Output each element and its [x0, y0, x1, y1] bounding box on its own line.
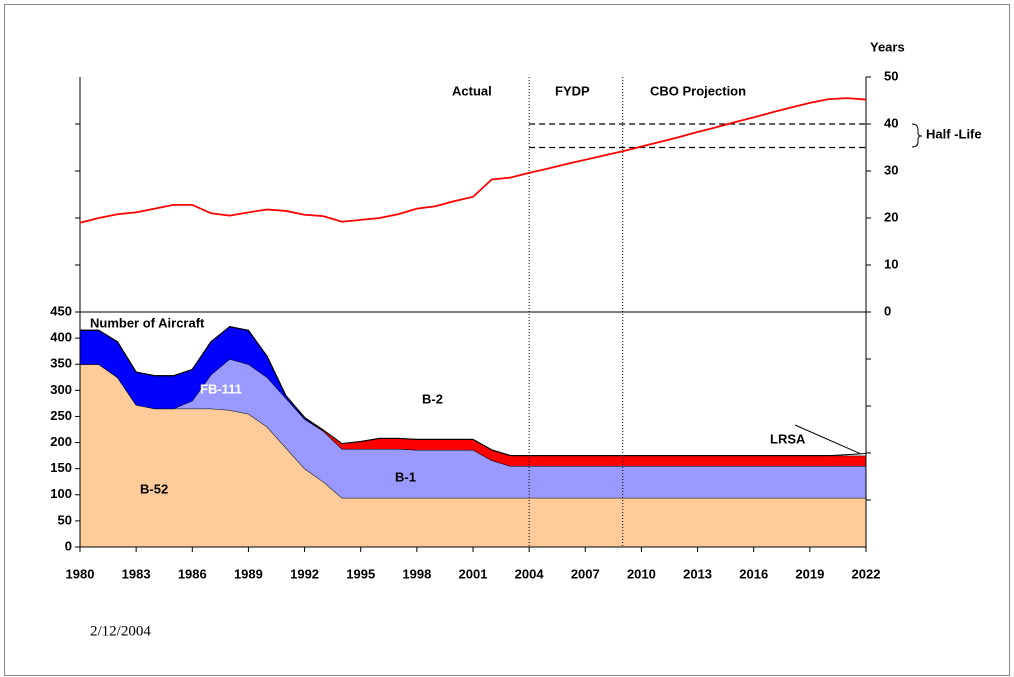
y2-tick-label: 10	[884, 256, 898, 271]
leader-line	[794, 424, 861, 454]
y2-tick-label: 30	[884, 162, 898, 177]
x-tick-label: 2013	[683, 566, 712, 581]
x-tick-label: 2019	[795, 566, 824, 581]
series-label: LRSA	[770, 431, 806, 446]
series-label: B-2	[422, 391, 443, 406]
y-tick-label: 350	[50, 356, 72, 371]
period-label: FYDP	[555, 83, 590, 98]
y2-tick-label: 50	[884, 68, 898, 83]
y-tick-label: 50	[58, 512, 72, 527]
x-tick-label: 1986	[178, 566, 207, 581]
series-label: FB-111	[200, 381, 242, 396]
y-tick-label: 300	[50, 382, 72, 397]
line	[79, 97, 867, 224]
x-tick-label: 1980	[66, 566, 95, 581]
y2-tick-label: 0	[884, 303, 891, 318]
x-tick-label: 2007	[571, 566, 600, 581]
x-tick-label: 1992	[290, 566, 319, 581]
y2-tick-label: 40	[884, 115, 898, 130]
x-tick-label: 1983	[122, 566, 151, 581]
area	[80, 359, 866, 498]
area-edge	[80, 326, 867, 457]
y-tick-label: 250	[50, 408, 72, 423]
slide-border	[4, 4, 1010, 676]
y-tick-label: 400	[50, 330, 72, 345]
y-tick-label: 0	[65, 538, 72, 553]
y-tick-label: 450	[50, 303, 72, 318]
period-label: CBO Projection	[650, 83, 746, 98]
x-tick-label: 2004	[515, 566, 545, 581]
x-tick-label: 1989	[234, 566, 263, 581]
series-label: B-1	[395, 469, 416, 484]
y2-axis-label: Years	[870, 39, 905, 54]
half-life-label: Half -Life	[926, 126, 982, 141]
x-tick-label: 2016	[739, 566, 768, 581]
x-tick-label: 2001	[459, 566, 488, 581]
x-tick-label: 1995	[346, 566, 375, 581]
brace	[911, 123, 923, 148]
series-label: B-52	[140, 481, 168, 496]
x-tick-label: 2010	[627, 566, 656, 581]
y-tick-label: 200	[50, 434, 72, 449]
y2-tick-label: 20	[884, 209, 898, 224]
x-tick-label: 1998	[402, 566, 431, 581]
area	[80, 364, 866, 547]
y-axis-label: Number of Aircraft	[90, 315, 205, 330]
date: 2/12/2004	[90, 623, 151, 639]
y-tick-label: 100	[50, 486, 72, 501]
y-tick-label: 150	[50, 460, 72, 475]
x-tick-label: 2022	[852, 566, 881, 581]
period-label: Actual	[452, 83, 492, 98]
